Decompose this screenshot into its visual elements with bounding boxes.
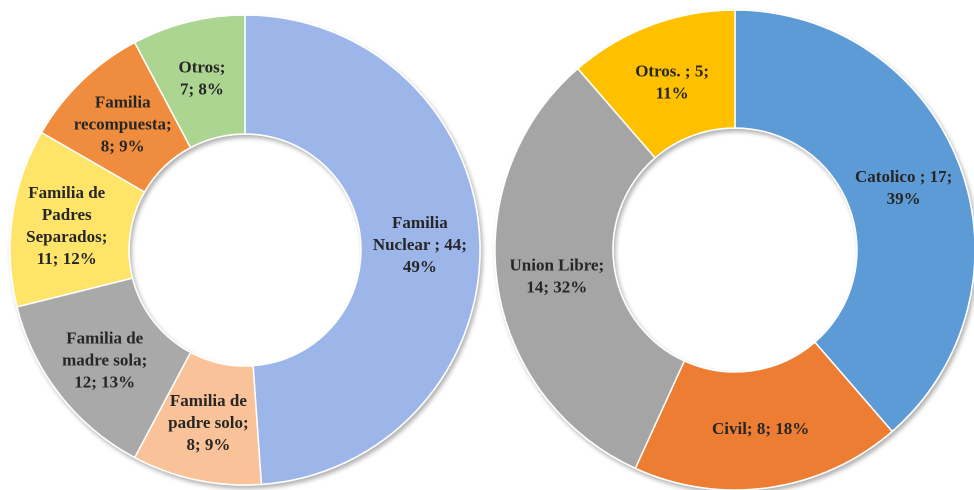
donut — [494, 9, 974, 490]
donut-segment — [244, 14, 481, 486]
donut-segment — [16, 277, 192, 459]
donut-segment — [133, 14, 246, 149]
data-label: Familia de Padres Separados; 11; 12% — [26, 183, 107, 268]
donut-segment — [494, 67, 686, 470]
data-label: Civil; 8; 18% — [712, 419, 809, 438]
data-label: Otros. ; 5; 11% — [635, 61, 709, 102]
donut-segment — [576, 9, 736, 159]
data-label: Familia de padre solo; 8; 9% — [168, 391, 248, 454]
donut-segment — [9, 131, 146, 308]
data-label: Union Libre; 14; 32% — [510, 256, 605, 297]
donut-segment — [734, 9, 974, 433]
data-label: Familia Nuclear ; 44; 49% — [373, 213, 467, 276]
data-label: Catolico ; 17; 39% — [855, 167, 952, 208]
donut — [9, 14, 481, 486]
data-label: Familia recompuesta; 8; 9% — [74, 92, 172, 155]
data-label: Otros; 7; 8% — [178, 57, 225, 98]
donut-segment — [634, 341, 894, 490]
data-label: Familia de madre sola; 12; 13% — [62, 329, 147, 392]
